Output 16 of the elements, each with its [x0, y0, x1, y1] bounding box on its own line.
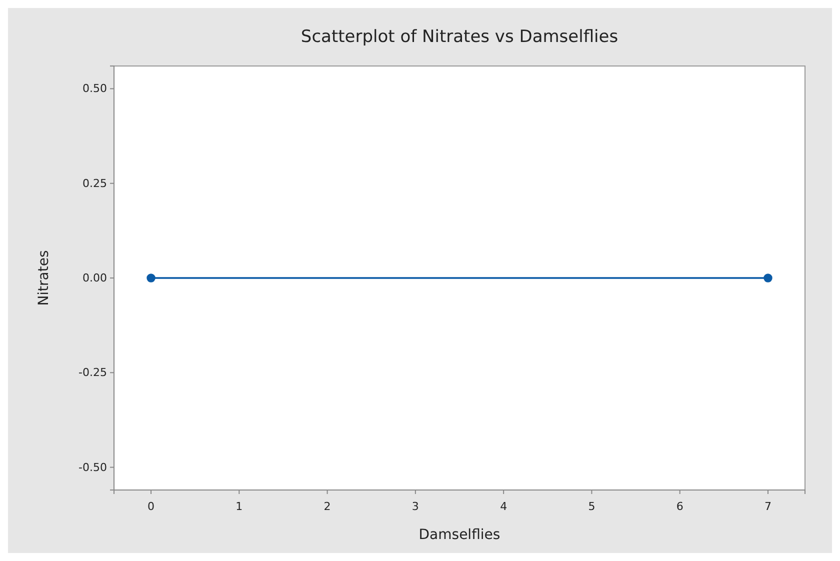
x-tick-label: 3 [412, 500, 419, 514]
x-tick-label: 1 [236, 500, 243, 514]
x-tick-label: 7 [764, 500, 772, 514]
x-tick-label: 5 [588, 500, 596, 514]
y-tick-label: -0.25 [78, 366, 107, 380]
x-tick-label: 4 [500, 500, 508, 514]
y-tick-label: 0.25 [82, 176, 107, 190]
x-tick-label: 6 [676, 500, 684, 514]
y-tick-label: -0.50 [78, 460, 107, 474]
x-tick-label: 0 [148, 500, 155, 514]
y-tick-label: 0.50 [82, 82, 107, 96]
x-axis-title: Damselflies [418, 527, 500, 543]
x-tick-label: 2 [324, 500, 331, 514]
y-tick-label: 0.00 [82, 272, 107, 285]
chart-title: Scatterplot of Nitrates vs Damselflies [300, 27, 618, 47]
y-axis-title: Nitrates [36, 250, 52, 306]
